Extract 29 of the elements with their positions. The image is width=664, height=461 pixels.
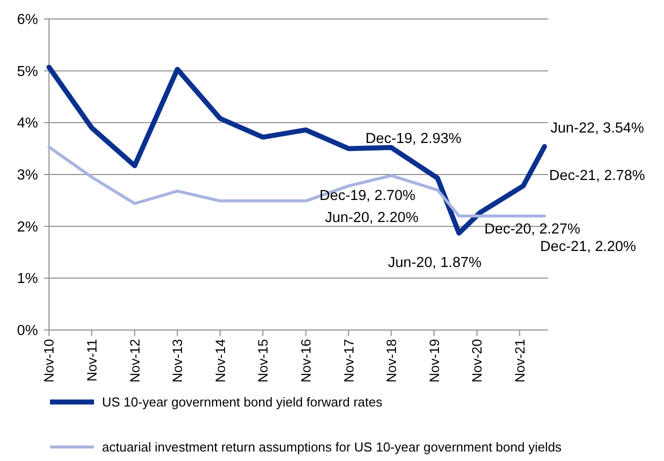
annotation: Dec-21, 2.78% [549,168,646,184]
x-tick-label: Nov-20 [470,339,485,383]
annotation: Jun-20, 2.20% [324,210,419,226]
annotation: Dec-19, 2.93% [366,131,462,148]
annotation: Jun-20, 1.87% [388,255,482,272]
y-tick-label: 4% [17,116,38,132]
y-tick-label: 6% [17,12,38,28]
x-tick-label: Nov-18 [384,339,399,383]
x-tick-label: Nov-10 [42,339,57,383]
x-tick-label: Nov-14 [212,338,228,383]
legend-label: actuarial investment return assumptions for US 10-year government bond yields [102,440,562,455]
annotation: Dec-21, 2.20% [540,239,636,256]
x-tick-label: Nov-11 [84,339,100,382]
x-tick-label: Nov-15 [256,339,271,383]
x-tick-label: Nov-19 [426,339,442,383]
annotation: Dec-20, 2.27% [484,221,580,238]
x-tick-label: Nov-16 [298,339,314,383]
x-tick-label: Nov-21 [512,339,528,383]
y-tick-label: 3% [17,168,38,184]
x-tick-label: Nov-13 [170,339,186,383]
y-tick-label: 0% [17,323,38,340]
legend-label: US 10-year government bond yield forward rates [102,394,383,410]
annotation: Dec-19, 2.70% [320,188,416,204]
y-tick-label: 2% [17,219,38,236]
annotation: Jun-22, 3.54% [550,120,644,137]
x-tick-label: Nov-12 [127,339,142,383]
y-tick-label: 5% [17,64,38,80]
x-tick-label: Nov-17 [341,339,356,383]
y-tick-label: 1% [17,271,38,288]
